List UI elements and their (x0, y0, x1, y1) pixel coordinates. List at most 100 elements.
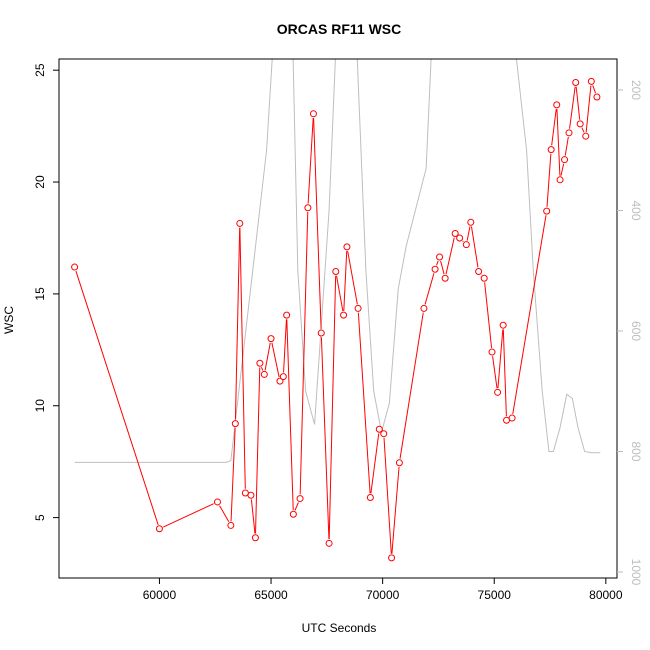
data-point (488, 348, 496, 356)
data-point (561, 156, 569, 164)
y2-tick-label: 200 (629, 80, 643, 100)
data-point (304, 204, 312, 212)
data-point (247, 491, 255, 499)
y-tick-label: 10 (33, 399, 47, 413)
series-primary-segment (239, 227, 246, 489)
data-point (553, 101, 561, 109)
data-point (380, 430, 388, 438)
data-point (565, 129, 573, 137)
data-point (71, 263, 79, 271)
series-primary-segment (234, 227, 241, 420)
data-point (279, 373, 287, 381)
data-point (343, 243, 351, 251)
y-tick-label: 25 (33, 63, 47, 77)
series-primary-segment (575, 86, 581, 120)
series-secondary-line (74, 59, 601, 463)
data-point (325, 539, 333, 547)
series-primary-segment (307, 117, 314, 204)
y2-tick-label: 1000 (629, 559, 643, 586)
series-primary-segment (163, 503, 214, 528)
data-point (155, 525, 163, 533)
data-point (236, 219, 244, 227)
series-primary-segment (299, 211, 309, 495)
data-point (260, 370, 268, 378)
series-primary-segment (569, 86, 576, 129)
data-point (587, 77, 595, 85)
data-point (309, 110, 317, 118)
data-point (462, 241, 470, 249)
series-primary-segment (347, 250, 358, 305)
data-point (431, 265, 439, 273)
data-point (441, 274, 449, 282)
chart-title: ORCAS RF11 WSC (277, 21, 401, 37)
data-point (251, 534, 259, 542)
series-primary-segment (336, 275, 344, 312)
series-primary-segment (424, 273, 435, 305)
axes: 60000 65000 70000 75000 80000 5 10 15 20 25 200 400… (33, 58, 643, 602)
data-point (375, 425, 383, 433)
series-primary-segment (250, 499, 256, 534)
series-primary-segment (260, 366, 264, 371)
data-point (456, 234, 464, 242)
series-primary-segment (436, 260, 439, 266)
series-primary-segment (466, 226, 471, 241)
data-point (388, 554, 396, 562)
series-primary-segment (484, 282, 493, 348)
series-primary-segment (219, 505, 230, 523)
x-tick-label: 60000 (143, 588, 177, 602)
data-point (593, 93, 601, 101)
data-point (283, 311, 291, 319)
series-primary-segment (502, 329, 507, 417)
data-point (289, 510, 297, 518)
data-point (366, 493, 374, 501)
series-primary-segment (585, 85, 592, 133)
series-primary-segment (383, 437, 392, 554)
data-point (267, 335, 275, 343)
series-primary-segment (283, 319, 287, 373)
series-primary-segment (357, 312, 371, 494)
series-primary-segment (230, 427, 236, 522)
series-primary-segment (440, 260, 445, 275)
data-point (317, 329, 325, 337)
data-point (572, 78, 580, 86)
series-primary-segment (370, 433, 380, 494)
series-primary-segment (564, 136, 569, 156)
series-primary-segment (75, 270, 159, 525)
series-primary-segment (470, 226, 479, 268)
data-point (556, 176, 564, 184)
data-point (213, 498, 221, 506)
plot-frame (58, 58, 618, 579)
y-tick-label: 5 (33, 514, 47, 521)
x-tick-label: 65000 (254, 588, 288, 602)
y2-tick-label: 400 (629, 200, 643, 220)
data-point (340, 311, 348, 319)
data-point (296, 495, 304, 503)
data-point (547, 146, 555, 154)
data-point (582, 132, 590, 140)
data-point (494, 388, 502, 396)
data-point (420, 304, 428, 312)
y2-tick-label: 800 (629, 441, 643, 461)
plot-area (71, 59, 601, 562)
data-point (227, 521, 235, 529)
data-point (451, 229, 459, 237)
series-primary-segment (343, 251, 348, 311)
y2-tick-label: 600 (629, 321, 643, 341)
data-point (475, 268, 483, 276)
series-primary-segment (492, 356, 498, 389)
series-primary-segment (294, 502, 299, 511)
data-point (332, 268, 340, 276)
y-tick-label: 15 (33, 287, 47, 301)
series-primary-segment (497, 329, 504, 389)
series-primary-segment (328, 275, 337, 540)
x-tick-label: 80000 (589, 588, 623, 602)
data-point (499, 321, 507, 329)
data-point (508, 414, 516, 422)
series-primary-segment (512, 215, 547, 414)
y-axis-label: WSC (2, 306, 16, 334)
series-primary-segment (592, 85, 596, 94)
data-point (543, 207, 551, 215)
data-point (436, 253, 444, 261)
series-primary-segment (391, 466, 400, 554)
